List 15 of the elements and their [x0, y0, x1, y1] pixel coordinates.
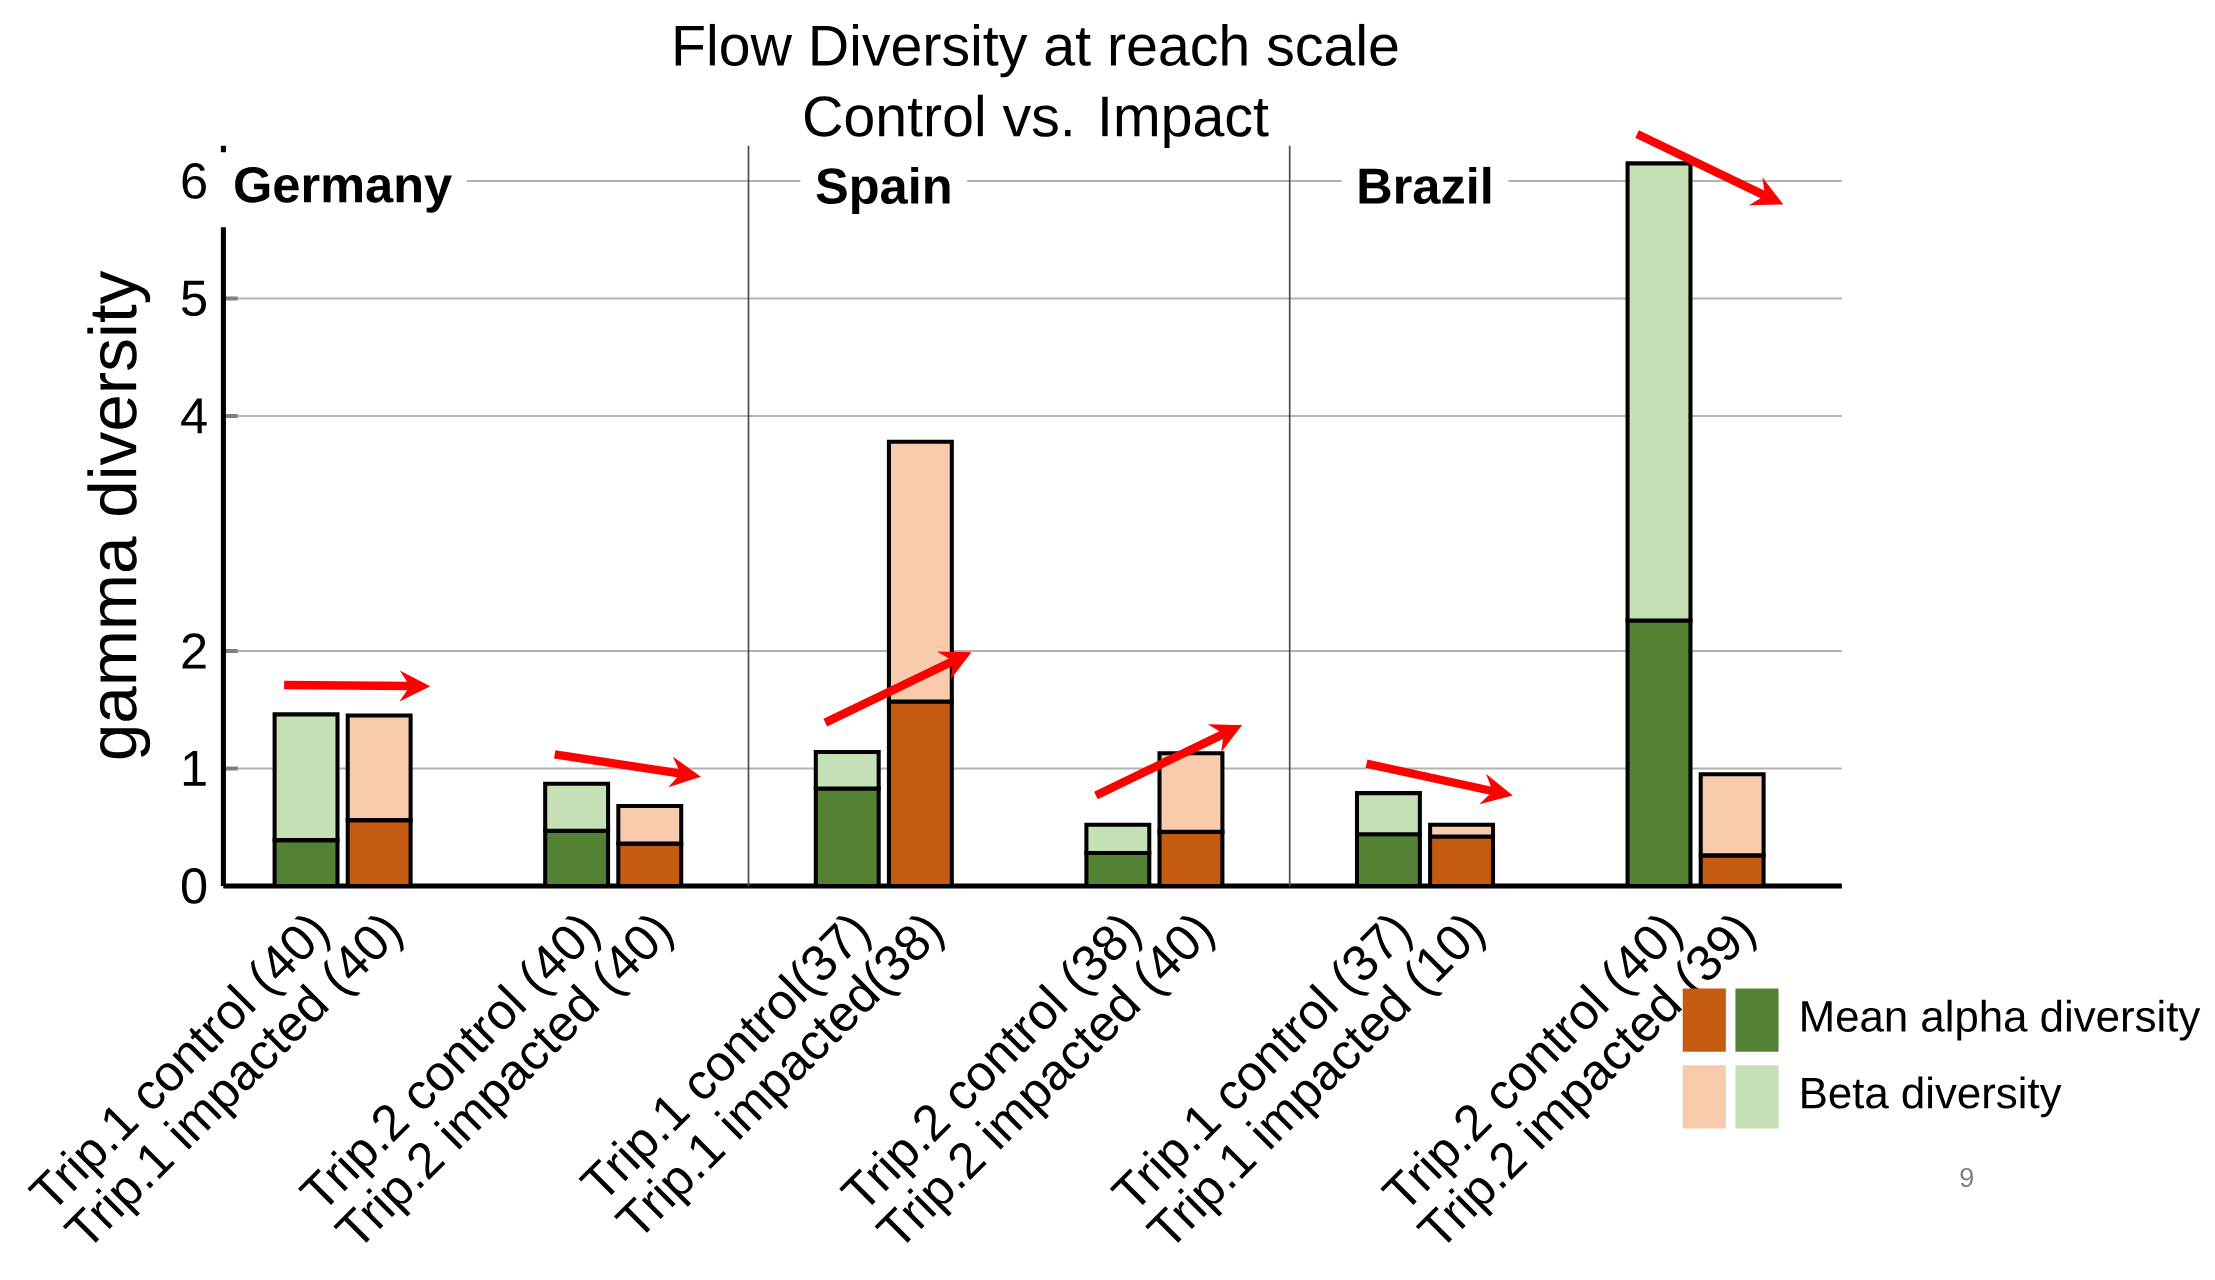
y-tick-label: 2	[182, 633, 206, 669]
y-axis-title: gamma diversity	[87, 270, 151, 759]
annotation: Germany	[235, 166, 452, 213]
text: 9	[1960, 1167, 1973, 1188]
y-tick-label: 6	[182, 163, 206, 199]
annotation: Spain	[816, 166, 950, 215]
y-tick-label: 1	[183, 751, 206, 786]
legend-label: Beta diversity	[1802, 1076, 2062, 1118]
y-tick-label: 4	[181, 398, 207, 434]
legend-label: Mean alpha diversity	[1802, 999, 2201, 1041]
y-tick-label: 5	[182, 280, 207, 317]
annotation: Brazil	[1359, 166, 1491, 205]
y-tick-label: 0	[181, 868, 207, 904]
chart-subtitle: Control vs. Impact	[804, 94, 1269, 149]
chart-title: Flow Diversity at reach scale	[675, 23, 1398, 78]
